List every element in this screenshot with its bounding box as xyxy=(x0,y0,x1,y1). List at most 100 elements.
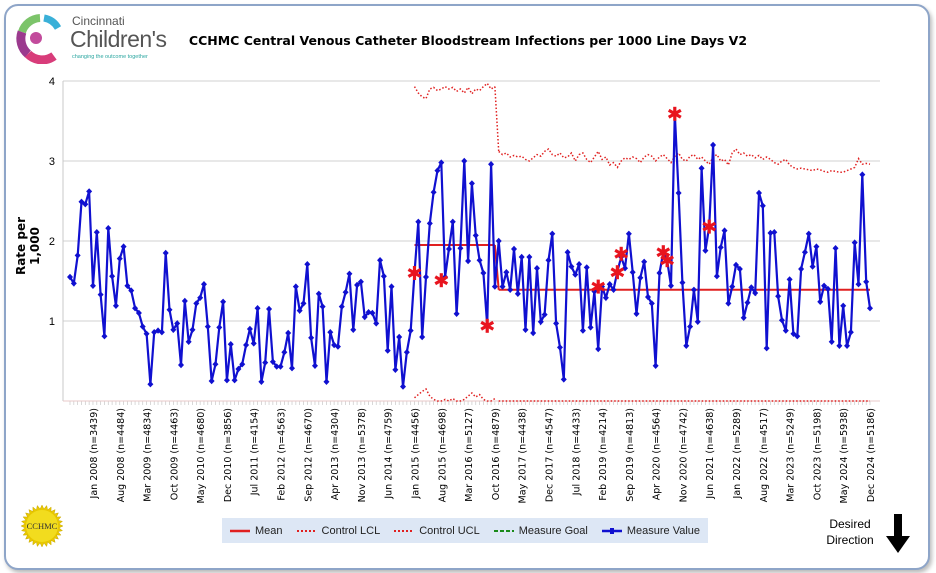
special-cause-marker xyxy=(702,219,717,234)
data-point xyxy=(568,263,575,270)
x-tick-label: Jan 2022 (n=5289) xyxy=(732,408,743,499)
x-tick-label: Dec 2024 (n=5186) xyxy=(866,408,877,502)
data-point xyxy=(273,363,280,370)
data-point xyxy=(166,306,173,313)
data-point xyxy=(227,341,234,348)
x-tick-label: Jan 2015 (n=4456) xyxy=(410,408,421,499)
data-point xyxy=(576,261,583,268)
data-point xyxy=(564,249,571,256)
data-point xyxy=(721,227,728,234)
data-point xyxy=(775,293,782,300)
lcl-line xyxy=(414,387,496,402)
x-tick-label: Jul 2011 (n=4154) xyxy=(250,408,261,496)
data-point xyxy=(174,320,181,327)
data-point xyxy=(530,329,537,337)
data-point xyxy=(633,310,640,317)
data-point xyxy=(587,324,594,331)
special-cause-marker xyxy=(434,273,449,288)
x-tick-label: Apr 2020 (n=4564) xyxy=(652,408,663,500)
data-point xyxy=(239,361,246,368)
data-point xyxy=(170,326,177,333)
data-point xyxy=(97,291,104,298)
data-point xyxy=(786,276,793,283)
data-point xyxy=(419,333,426,341)
data-point xyxy=(246,325,253,333)
legend-mean-swatch-icon xyxy=(229,529,250,532)
x-tick-label: Aug 2022 (n=4517) xyxy=(759,408,770,502)
data-point xyxy=(78,198,85,205)
data-point xyxy=(675,189,682,197)
special-cause-marker xyxy=(610,265,625,280)
data-point xyxy=(181,297,188,305)
data-point xyxy=(315,290,322,297)
data-point xyxy=(197,294,204,301)
x-tick-label: Mar 2023 (n=5249) xyxy=(786,408,797,502)
data-point xyxy=(491,283,498,290)
cincinnati-childrens-logo: Cincinnati Children's changing the outco… xyxy=(14,12,167,64)
data-point xyxy=(771,229,778,236)
data-point xyxy=(392,366,399,373)
data-point xyxy=(794,333,801,340)
chart-title: CCHMC Central Venous Catheter Bloodstrea… xyxy=(188,33,748,48)
data-point xyxy=(193,300,200,307)
data-point xyxy=(752,289,759,297)
data-point xyxy=(472,232,479,239)
data-point xyxy=(488,161,495,168)
data-point xyxy=(507,286,514,293)
data-point xyxy=(851,239,858,246)
data-point xyxy=(445,245,452,253)
data-point xyxy=(311,362,318,369)
data-point xyxy=(300,300,307,307)
data-point xyxy=(438,159,445,166)
data-point xyxy=(480,269,487,277)
data-point xyxy=(204,323,211,330)
data-point xyxy=(143,330,150,337)
data-point xyxy=(128,287,135,294)
special-cause-marker xyxy=(660,253,674,268)
data-point xyxy=(514,290,521,297)
data-point xyxy=(503,269,510,276)
y-tick-label: 2 xyxy=(49,236,55,248)
data-point xyxy=(782,327,789,334)
x-tick-label: May 2024 (n=5938) xyxy=(839,408,850,503)
data-point xyxy=(281,349,288,356)
data-point xyxy=(457,245,464,252)
data-point xyxy=(231,377,238,384)
data-point xyxy=(690,286,697,293)
cchmc-seal-icon: CCHMC xyxy=(20,504,64,548)
data-point xyxy=(220,298,227,305)
data-point xyxy=(319,303,326,310)
data-point xyxy=(832,245,839,252)
x-tick-label: Oct 2016 (n=4879) xyxy=(491,408,502,500)
special-cause-marker xyxy=(480,318,495,333)
x-tick-label: Nov 2020 (n=4742) xyxy=(678,408,689,502)
data-point xyxy=(407,327,414,334)
data-point xyxy=(430,189,437,196)
data-point xyxy=(292,283,299,290)
data-point xyxy=(112,302,119,309)
data-point xyxy=(495,237,502,245)
x-tick-label: Apr 2013 (n=4304) xyxy=(330,408,341,500)
data-point xyxy=(801,249,808,256)
data-point xyxy=(369,309,376,317)
data-point xyxy=(683,342,690,349)
data-point xyxy=(702,247,709,254)
data-point xyxy=(652,362,659,369)
data-point xyxy=(798,265,805,273)
data-point xyxy=(323,378,330,385)
data-point xyxy=(434,167,441,174)
data-point xyxy=(824,285,831,293)
data-point xyxy=(223,377,230,384)
data-point xyxy=(327,329,334,336)
data-point xyxy=(86,188,93,195)
legend-item-measure-goal: Measure Goal xyxy=(493,525,588,537)
data-point xyxy=(67,273,73,281)
chart-card xyxy=(4,4,930,570)
data-point xyxy=(778,317,785,324)
data-point xyxy=(304,261,311,268)
ucl-line xyxy=(498,147,871,173)
data-point xyxy=(641,258,648,265)
data-point xyxy=(813,243,820,250)
special-cause-marker xyxy=(667,106,682,121)
data-point xyxy=(101,333,108,340)
